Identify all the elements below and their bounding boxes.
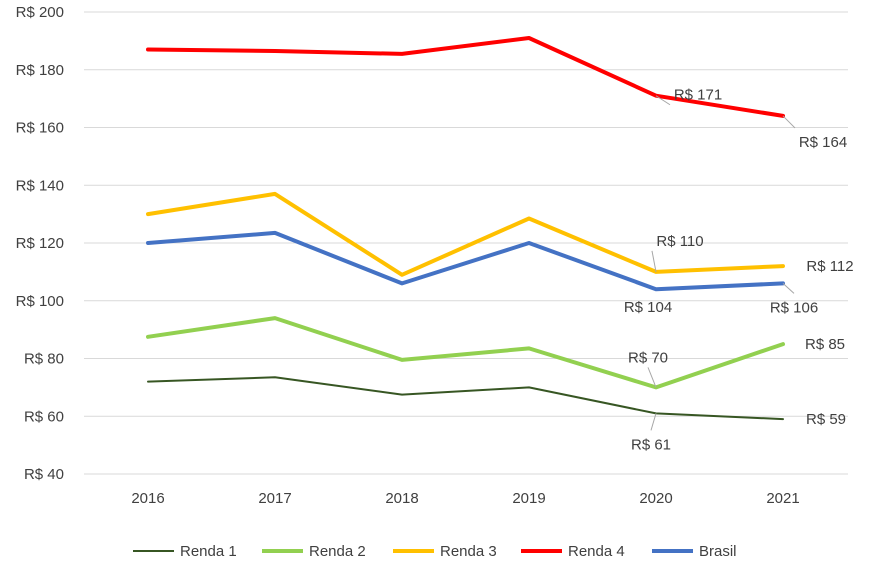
x-tick-label: 2021 bbox=[766, 490, 799, 507]
x-tick-label: 2016 bbox=[131, 490, 164, 507]
legend: Renda 1 Renda 2 Renda 3 Renda 4 Brasil bbox=[133, 543, 737, 560]
data-label: R$ 171 bbox=[674, 87, 722, 104]
y-tick-label: R$ 60 bbox=[24, 408, 64, 425]
y-tick-label: R$ 80 bbox=[24, 351, 64, 368]
series-line-renda-1 bbox=[147, 376, 784, 421]
x-tick-label: 2018 bbox=[385, 490, 418, 507]
data-label: R$ 106 bbox=[770, 299, 818, 316]
x-tick-label: 2020 bbox=[639, 490, 672, 507]
data-label: R$ 104 bbox=[624, 299, 672, 316]
legend-label: Renda 4 bbox=[568, 543, 625, 560]
x-tick-label: 2017 bbox=[258, 490, 291, 507]
data-label: R$ 85 bbox=[805, 336, 845, 353]
legend-label: Renda 1 bbox=[180, 543, 237, 560]
data-label: R$ 70 bbox=[628, 349, 668, 366]
y-tick-label: R$ 40 bbox=[24, 466, 64, 483]
data-label: R$ 110 bbox=[656, 233, 703, 250]
data-label-leader bbox=[782, 283, 795, 294]
data-label: R$ 61 bbox=[631, 436, 671, 453]
y-tick-label: R$ 120 bbox=[16, 235, 64, 252]
data-label-leader bbox=[647, 367, 657, 388]
legend-label: Brasil bbox=[699, 543, 737, 560]
legend-label: Renda 2 bbox=[309, 543, 366, 560]
series-lines bbox=[146, 36, 785, 421]
x-tick-label: 2019 bbox=[512, 490, 545, 507]
series-line-renda-3 bbox=[146, 191, 785, 277]
data-label: R$ 59 bbox=[806, 411, 846, 428]
y-axis-tick-labels: R$ 40 R$ 60 R$ 80 R$ 100 R$ 120 R$ 140 R$ 160 R… bbox=[16, 4, 64, 483]
y-tick-label: R$ 140 bbox=[16, 177, 64, 194]
y-tick-label: R$ 160 bbox=[16, 120, 64, 137]
data-label-leader bbox=[650, 413, 657, 431]
series-line-renda-2 bbox=[146, 316, 785, 390]
y-tick-label: R$ 180 bbox=[16, 62, 64, 79]
y-tick-label: R$ 200 bbox=[16, 4, 64, 21]
data-label: R$ 164 bbox=[799, 134, 847, 151]
gridlines bbox=[84, 11, 848, 475]
data-labels: R$ 171 R$ 164 R$ 110 R$ 112 R$ 104 R$ 106 R$ 7… bbox=[624, 87, 854, 454]
data-label-leader bbox=[651, 250, 657, 272]
data-label: R$ 112 bbox=[806, 258, 853, 275]
series-line-renda-4 bbox=[146, 36, 785, 118]
legend-label: Renda 3 bbox=[440, 543, 497, 560]
series-line-brasil bbox=[146, 230, 785, 292]
y-tick-label: R$ 100 bbox=[16, 293, 64, 310]
x-axis-tick-labels: 2016 2017 2018 2019 2020 2021 bbox=[131, 490, 799, 507]
data-label-leader bbox=[782, 115, 796, 129]
data-label-leader bbox=[655, 95, 671, 106]
